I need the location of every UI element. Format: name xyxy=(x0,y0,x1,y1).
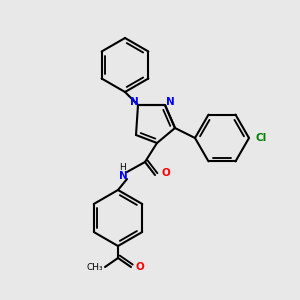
Text: O: O xyxy=(161,168,170,178)
Text: Cl: Cl xyxy=(255,133,266,143)
Text: CH₃: CH₃ xyxy=(87,262,103,272)
Text: N: N xyxy=(130,97,138,107)
Text: O: O xyxy=(136,262,145,272)
Text: N: N xyxy=(118,171,127,181)
Text: H: H xyxy=(120,163,126,172)
Text: N: N xyxy=(166,97,174,107)
